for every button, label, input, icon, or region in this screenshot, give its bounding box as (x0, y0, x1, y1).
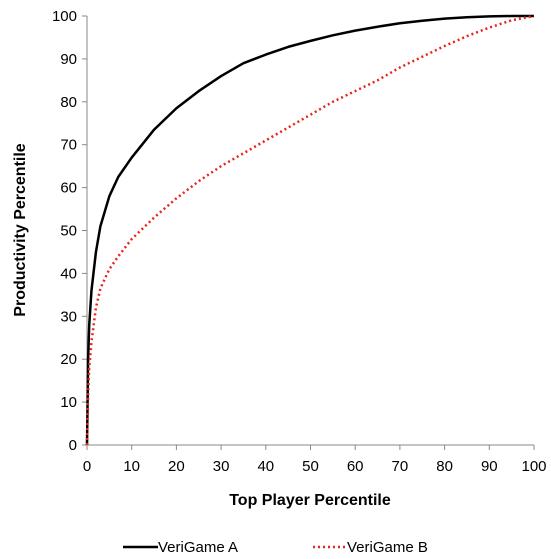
x-tick-label: 80 (436, 458, 453, 475)
y-tick-label: 10 (60, 394, 77, 411)
y-tick-label: 70 (60, 137, 77, 154)
x-tick-label: 0 (83, 458, 91, 475)
x-tick-label: 30 (213, 458, 230, 475)
y-tick-label: 30 (60, 308, 77, 325)
x-ticks: 0 10 20 30 40 50 60 70 80 90 100 (83, 445, 547, 475)
y-tick-label: 100 (52, 8, 77, 25)
x-axis-title: Top Player Percentile (229, 492, 391, 509)
x-tick-label: 60 (347, 458, 364, 475)
x-tick-label: 90 (481, 458, 498, 475)
x-tick-label: 20 (168, 458, 185, 475)
legend: VeriGame A VeriGame B (123, 539, 428, 556)
y-tick-label: 50 (60, 223, 77, 240)
x-tick-label: 10 (123, 458, 140, 475)
legend-label-verigame-a: VeriGame A (158, 539, 238, 556)
y-ticks: 0 10 20 30 40 50 60 70 80 90 100 (52, 8, 87, 454)
y-tick-label: 20 (60, 351, 77, 368)
y-tick-label: 60 (60, 180, 77, 197)
series-line-verigame-b (85, 14, 535, 446)
legend-label-verigame-b: VeriGame B (347, 539, 428, 556)
series-line-verigame-a (85, 14, 534, 446)
y-tick-label: 40 (60, 265, 77, 282)
y-axis-title: Productivity Percentile (12, 143, 29, 316)
y-tick-label: 0 (69, 437, 77, 454)
y-tick-label: 90 (60, 51, 77, 68)
x-tick-label: 40 (257, 458, 274, 475)
series-layer (85, 14, 535, 446)
axes (86, 16, 534, 446)
x-tick-label: 100 (521, 458, 546, 475)
x-tick-label: 70 (392, 458, 409, 475)
x-tick-label: 50 (302, 458, 319, 475)
y-tick-label: 80 (60, 94, 77, 111)
